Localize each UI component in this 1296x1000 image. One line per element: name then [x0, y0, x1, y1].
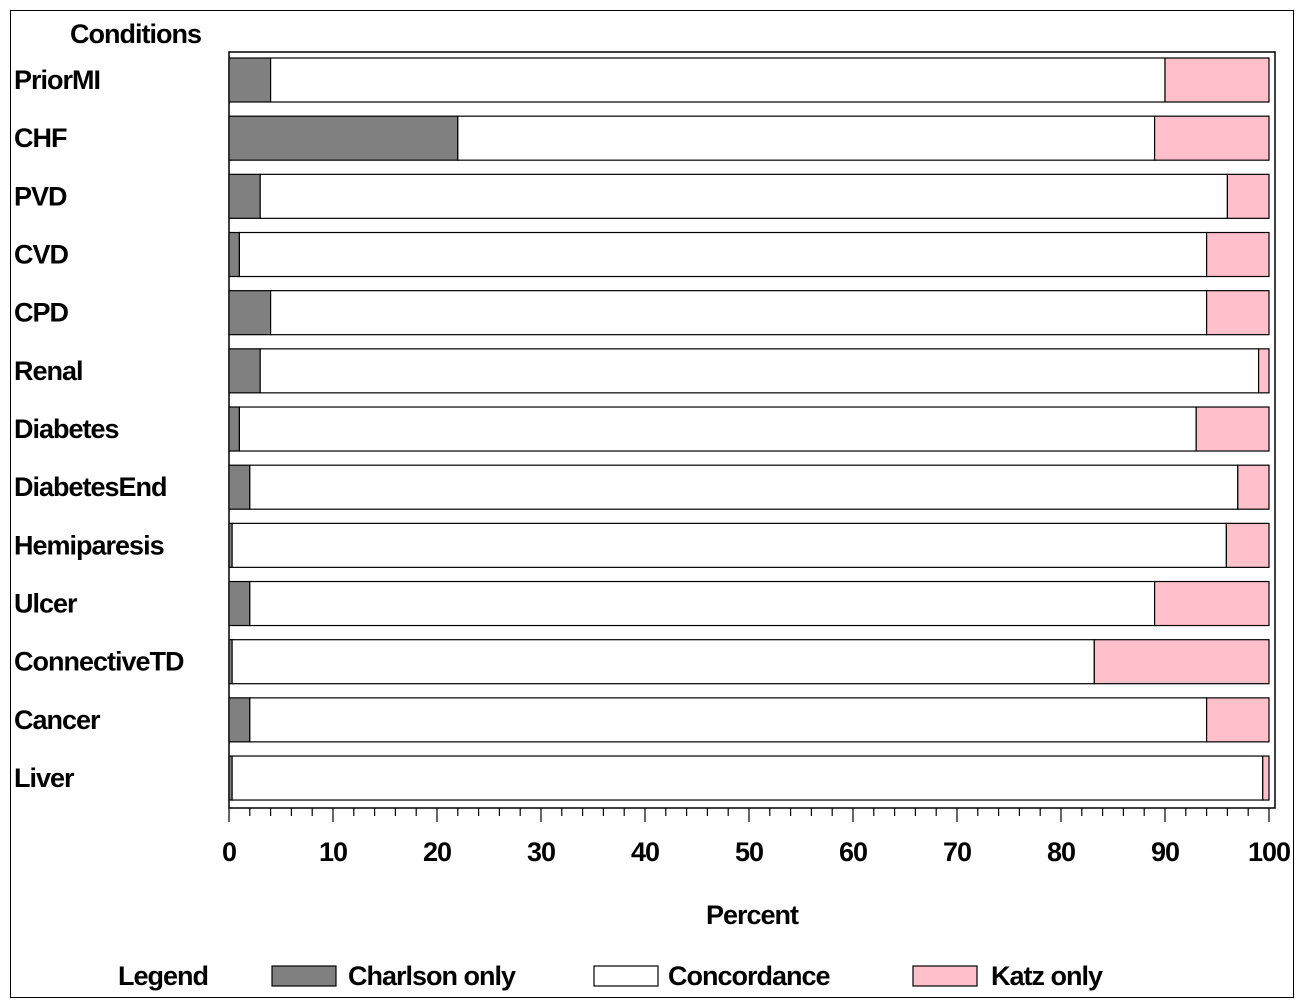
x-tick-label: 10 [319, 837, 347, 867]
x-axis-title: Percent [706, 900, 799, 930]
legend-swatch [593, 965, 659, 987]
category-label: CPD [14, 298, 69, 328]
legend-label: Katz only [991, 961, 1103, 991]
bar-segment [1257, 348, 1270, 394]
legend-label: Charlson only [348, 961, 516, 991]
bar-segment [259, 173, 1229, 219]
x-tick-label: 20 [423, 837, 451, 867]
legend-swatch [912, 965, 978, 987]
bar-segment [1153, 115, 1270, 161]
bar-segment [231, 755, 1264, 801]
bar-segment [1205, 231, 1270, 278]
category-label: Renal [14, 356, 83, 386]
bar-segment [231, 522, 1227, 568]
x-tick-label: 0 [222, 837, 236, 867]
bar-segment [228, 348, 261, 394]
bar-segment [228, 290, 272, 336]
bar-segment [249, 697, 1208, 743]
category-label: ConnectiveTD [14, 647, 184, 677]
bar-segment [228, 464, 251, 510]
bar-segment [238, 406, 1197, 452]
bar-segment [1226, 173, 1270, 219]
x-axis: 0 10 20 30 40 50 60 70 80 90 100 [222, 808, 1291, 867]
bar-segment [270, 57, 1166, 103]
category-label: CVD [14, 240, 69, 270]
plot-area: PriorMI CHF PVD CVD CPD Renal Diabetes Diabetes… [14, 51, 1276, 809]
bar-segment [457, 115, 1156, 161]
category-label: Diabetes [14, 414, 119, 444]
category-label: DiabetesEnd [14, 472, 167, 502]
bar-segment [1093, 639, 1270, 685]
legend: Legend Charlson only Concordance Katz only [118, 961, 1104, 991]
category-label: Cancer [14, 705, 101, 735]
category-label: PVD [14, 181, 67, 211]
bar-segment [228, 697, 251, 743]
bar-segment [228, 580, 251, 627]
bar-segment [270, 290, 1208, 336]
bar-segment [1205, 697, 1270, 743]
category-label: Ulcer [14, 589, 78, 619]
category-label: Hemiparesis [14, 530, 164, 560]
bar-segment [228, 231, 240, 278]
legend-label: Concordance [668, 961, 831, 991]
bar-segment [228, 115, 459, 161]
y-axis-title: Conditions [70, 19, 201, 49]
x-tick-label: 90 [1151, 837, 1179, 867]
x-tick-label: 70 [943, 837, 971, 867]
bar-segment [1237, 464, 1270, 510]
x-tick-label: 30 [527, 837, 555, 867]
bar-segment [1262, 755, 1270, 801]
bar-segment [249, 464, 1239, 510]
bar-segment [1164, 57, 1270, 103]
bar-segment [259, 348, 1260, 394]
bar-segment [228, 173, 261, 219]
bar-segment [1153, 580, 1270, 627]
x-tick-label: 60 [839, 837, 867, 867]
category-label: PriorMI [14, 65, 100, 95]
legend-swatch [271, 965, 337, 987]
x-tick-label: 80 [1047, 837, 1075, 867]
x-tick-label: 100 [1248, 837, 1290, 867]
bar-segment [228, 406, 240, 452]
bar-segment [238, 231, 1208, 278]
bar-segment [1225, 522, 1270, 568]
x-tick-label: 40 [631, 837, 659, 867]
bar-segment [231, 639, 1095, 685]
x-tick-label: 50 [735, 837, 763, 867]
bar-segment [249, 580, 1156, 627]
category-label: Liver [14, 763, 75, 793]
chart-frame [10, 10, 1294, 998]
bar-segment [1205, 290, 1270, 336]
category-label: CHF [14, 123, 67, 153]
bar-segment [228, 57, 272, 103]
legend-title: Legend [118, 961, 208, 991]
bar-segment [1195, 406, 1270, 452]
